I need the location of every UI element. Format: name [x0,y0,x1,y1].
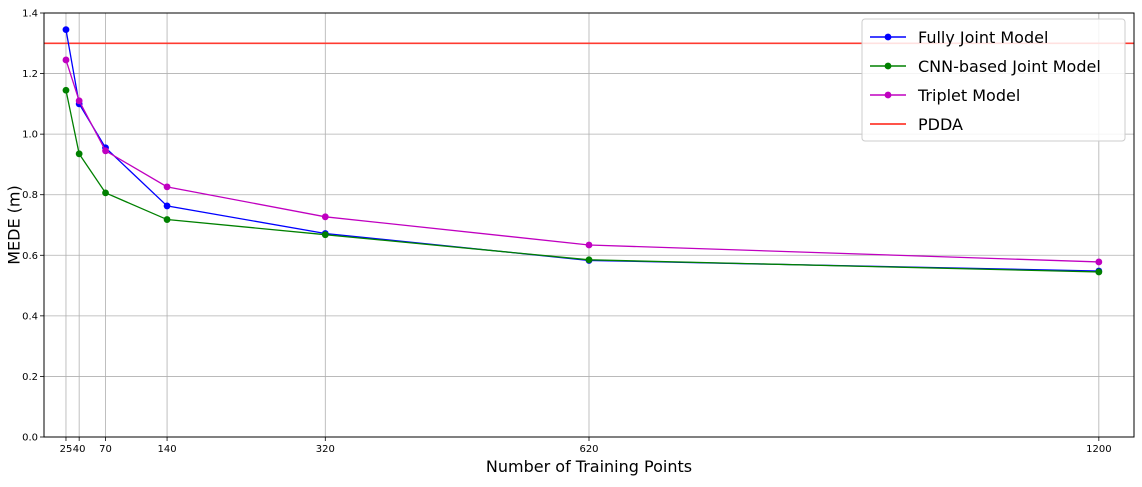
x-tick-label: 140 [158,444,177,455]
data-point [163,183,171,191]
data-point [62,26,70,34]
y-tick-label: 0.0 [22,433,38,444]
legend-swatch-marker [884,33,892,41]
legend-item: CNN-based Joint Model [870,57,1101,76]
series-1 [62,86,1103,276]
x-tick-label: 320 [316,444,335,455]
y-tick-label: 1.2 [22,69,38,80]
legend-swatch-marker [884,62,892,70]
legend-label: CNN-based Joint Model [918,57,1101,76]
series-2 [62,56,1103,266]
y-tick-label: 1.4 [22,9,38,20]
y-tick-label: 0.8 [22,190,38,201]
legend-label: PDDA [918,115,963,134]
x-tick-label: 25 [60,444,73,455]
data-point [75,150,83,158]
legend-label: Fully Joint Model [918,28,1048,47]
data-point [163,202,171,210]
x-axis-title: Number of Training Points [486,457,692,476]
data-point [585,241,593,249]
legend: Fully Joint Model CNN-based Joint Model Tr… [861,18,1126,142]
legend-box [861,18,1126,142]
data-point [321,213,329,221]
y-axis-title: MEDE (m) [5,185,24,265]
x-tick-label: 40 [73,444,86,455]
data-point [75,97,83,105]
x-axis-ticks: 25 40 70 140 320 620 1200 [60,437,1112,455]
y-tick-label: 1.0 [22,130,38,141]
x-tick-label: 620 [579,444,598,455]
y-tick-label: 0.6 [22,251,38,262]
data-point [321,231,329,239]
y-axis-ticks: 0.0 0.2 0.4 0.6 0.8 1.0 1.2 1.4 [22,9,44,444]
data-point [102,147,109,155]
data-point [585,256,593,264]
y-tick-label: 0.2 [22,372,38,383]
data-point [102,189,109,197]
legend-item: Fully Joint Model [870,28,1048,47]
x-tick-label: 70 [99,444,112,455]
legend-item: PDDA [870,115,963,134]
legend-label: Triplet Model [917,86,1020,105]
data-point [163,216,171,223]
legend-item: Triplet Model [870,86,1020,105]
x-tick-label: 1200 [1086,444,1111,455]
data-point [1095,258,1103,266]
series-group [62,26,1103,276]
data-point [1095,268,1103,276]
data-point [62,86,70,94]
data-point [62,56,70,64]
legend-swatch-marker [884,91,892,99]
y-tick-label: 0.4 [22,311,38,322]
